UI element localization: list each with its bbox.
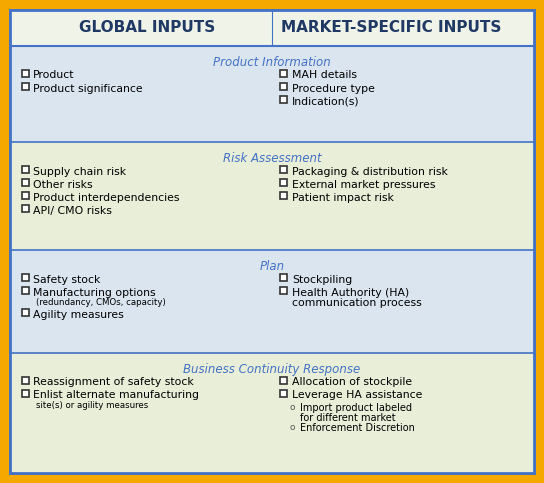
Bar bbox=[280, 274, 287, 282]
Bar bbox=[280, 83, 287, 90]
Text: GLOBAL INPUTS: GLOBAL INPUTS bbox=[79, 20, 215, 35]
Text: Enforcement Discretion: Enforcement Discretion bbox=[300, 423, 415, 433]
Bar bbox=[280, 390, 287, 397]
Bar bbox=[22, 205, 29, 212]
Text: Import product labeled: Import product labeled bbox=[300, 403, 412, 413]
Text: Stockpiling: Stockpiling bbox=[292, 275, 353, 285]
Text: Risk Assessment: Risk Assessment bbox=[222, 152, 322, 165]
Text: API/ CMO risks: API/ CMO risks bbox=[33, 206, 112, 216]
Bar bbox=[280, 166, 287, 173]
Bar bbox=[22, 70, 29, 77]
Bar bbox=[22, 287, 29, 295]
FancyBboxPatch shape bbox=[10, 353, 534, 473]
Bar bbox=[280, 377, 287, 384]
Text: Packaging & distribution risk: Packaging & distribution risk bbox=[292, 167, 448, 177]
FancyBboxPatch shape bbox=[10, 142, 534, 251]
Bar bbox=[22, 377, 29, 384]
Text: Product significance: Product significance bbox=[33, 84, 143, 94]
Bar bbox=[22, 179, 29, 186]
Text: o: o bbox=[290, 403, 295, 412]
Bar bbox=[280, 96, 287, 103]
Text: o: o bbox=[290, 423, 295, 432]
FancyBboxPatch shape bbox=[10, 10, 534, 473]
Text: Safety stock: Safety stock bbox=[33, 275, 101, 285]
Text: communication process: communication process bbox=[292, 298, 422, 309]
Text: for different market: for different market bbox=[300, 412, 395, 423]
Bar bbox=[22, 83, 29, 90]
Text: Health Authority (HA): Health Authority (HA) bbox=[292, 288, 409, 298]
Text: Product interdependencies: Product interdependencies bbox=[33, 193, 180, 203]
Bar bbox=[22, 310, 29, 316]
Text: External market pressures: External market pressures bbox=[292, 180, 436, 190]
Text: Patient impact risk: Patient impact risk bbox=[292, 193, 394, 203]
FancyBboxPatch shape bbox=[10, 251, 534, 353]
Text: Leverage HA assistance: Leverage HA assistance bbox=[292, 390, 422, 400]
FancyBboxPatch shape bbox=[10, 10, 534, 46]
Bar bbox=[22, 192, 29, 199]
Bar bbox=[22, 390, 29, 397]
Bar bbox=[280, 179, 287, 186]
Text: MARKET-SPECIFIC INPUTS: MARKET-SPECIFIC INPUTS bbox=[281, 20, 502, 35]
Text: MAH details: MAH details bbox=[292, 71, 357, 81]
Text: Indication(s): Indication(s) bbox=[292, 97, 360, 106]
Text: Reassignment of safety stock: Reassignment of safety stock bbox=[33, 377, 194, 387]
Bar bbox=[280, 287, 287, 295]
Text: Plan: Plan bbox=[259, 260, 285, 273]
Bar bbox=[280, 192, 287, 199]
Text: (redundancy, CMOs, capacity): (redundancy, CMOs, capacity) bbox=[36, 298, 166, 308]
Text: Enlist alternate manufacturing: Enlist alternate manufacturing bbox=[33, 390, 199, 400]
Bar bbox=[22, 274, 29, 282]
Text: site(s) or agility measures: site(s) or agility measures bbox=[36, 401, 149, 410]
Text: Manufacturing options: Manufacturing options bbox=[33, 288, 156, 298]
Bar bbox=[22, 166, 29, 173]
Bar bbox=[280, 70, 287, 77]
Text: Procedure type: Procedure type bbox=[292, 84, 375, 94]
Text: Product: Product bbox=[33, 71, 75, 81]
Text: Supply chain risk: Supply chain risk bbox=[33, 167, 126, 177]
Text: Agility measures: Agility measures bbox=[33, 310, 123, 320]
Text: Product Information: Product Information bbox=[213, 56, 331, 69]
Text: Business Continuity Response: Business Continuity Response bbox=[183, 363, 361, 376]
Text: Allocation of stockpile: Allocation of stockpile bbox=[292, 377, 412, 387]
FancyBboxPatch shape bbox=[10, 46, 534, 142]
Text: Other risks: Other risks bbox=[33, 180, 92, 190]
